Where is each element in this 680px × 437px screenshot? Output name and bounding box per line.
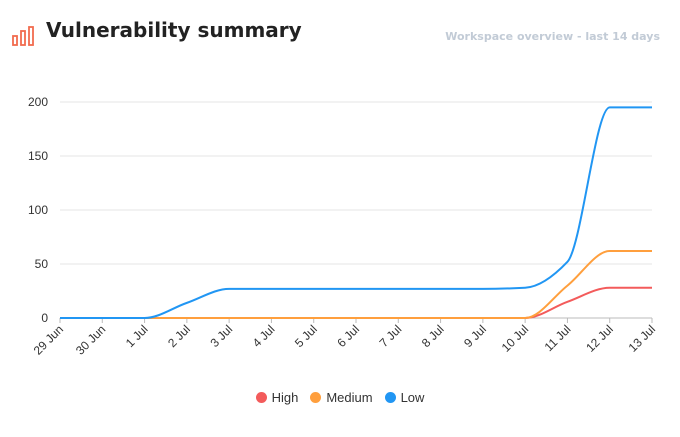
y-tick-label: 100	[28, 203, 48, 217]
series-lines	[59, 106, 652, 319]
legend-marker-medium	[310, 391, 322, 403]
page-title: Vulnerability summary	[46, 18, 302, 42]
x-tick-label: 11 Jul	[542, 322, 574, 354]
x-tick-label: 12 Jul	[583, 322, 616, 355]
line-chart: 0 50 100 150 200 29 Jun 30 Jun 1 Jul 2 Jul 3 Jul…	[28, 95, 658, 358]
legend-item-low[interactable]: Low	[384, 389, 425, 405]
y-tick-label: 150	[28, 149, 48, 163]
x-tick-label: 4 Jul	[250, 322, 278, 350]
legend-marker-high	[255, 391, 267, 403]
legend-item-high[interactable]: High	[255, 389, 299, 405]
y-tick-label: 0	[41, 311, 48, 325]
x-axis-ticks: 29 Jun 30 Jun 1 Jul 2 Jul 3 Jul 4 Jul 5 Jul 6 J…	[31, 318, 658, 358]
series-line-high[interactable]	[59, 286, 652, 319]
chart-subtitle: Workspace overview - last 14 days	[445, 30, 660, 43]
x-tick-label: 13 Jul	[626, 322, 659, 355]
x-tick-label: 1 Jul	[123, 322, 151, 350]
chart-header: Vulnerability summary Workspace overview…	[0, 0, 680, 60]
legend-marker-low	[384, 391, 396, 403]
series-line-low[interactable]	[59, 106, 652, 319]
x-tick-label: 2 Jul	[165, 322, 193, 350]
y-axis-ticks: 0 50 100 150 200	[28, 95, 48, 325]
chart-legend: High Medium Low	[0, 386, 680, 408]
x-tick-label: 5 Jul	[292, 322, 320, 350]
legend-label-high: High	[271, 389, 299, 405]
x-tick-label: 6 Jul	[334, 322, 362, 350]
x-tick-label: 7 Jul	[377, 322, 405, 350]
series-line-medium[interactable]	[59, 250, 652, 319]
y-tick-label: 50	[35, 257, 49, 271]
legend-item-medium[interactable]: Medium	[310, 389, 373, 405]
y-tick-label: 200	[28, 95, 48, 109]
x-tick-label: 29 Jun	[31, 322, 66, 357]
x-tick-label: 30 Jun	[73, 322, 108, 357]
legend-label-medium: Medium	[326, 389, 373, 405]
legend-label-low: Low	[400, 389, 425, 405]
x-tick-label: 9 Jul	[461, 322, 489, 350]
bar-chart-icon	[12, 26, 34, 46]
grid-lines	[60, 101, 652, 319]
x-tick-label: 8 Jul	[419, 322, 447, 350]
x-tick-label: 10 Jul	[499, 322, 532, 355]
x-tick-label: 3 Jul	[207, 322, 235, 350]
